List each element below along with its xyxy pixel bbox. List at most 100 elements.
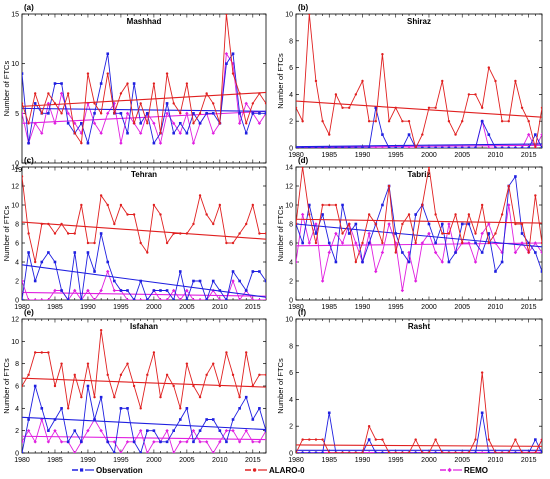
y-tick-label: 2	[289, 119, 293, 126]
y-tick-label: 10	[11, 203, 19, 210]
data-point-remo	[26, 298, 31, 300]
data-point-alaro	[185, 82, 189, 85]
data-point-alaro	[126, 362, 129, 365]
x-tick-label: 1980	[288, 457, 304, 464]
data-point-remo	[53, 121, 57, 125]
x-tick-label: 1980	[288, 304, 304, 311]
data-point-alaro	[119, 373, 123, 377]
data-point-alaro	[238, 232, 241, 235]
data-point-remo	[218, 298, 222, 300]
y-tick-label: 14	[11, 165, 19, 172]
data-point-remo	[46, 440, 51, 444]
data-point-alaro	[152, 203, 156, 207]
data-point-alaro	[308, 213, 311, 216]
data-point-alaro	[258, 92, 261, 95]
x-tick-label: 1985	[321, 304, 337, 311]
data-point-remo	[533, 241, 538, 245]
data-point-observation	[192, 112, 195, 115]
data-point-alaro	[40, 222, 43, 226]
data-point-alaro	[461, 451, 464, 453]
x-tick-label: 1985	[321, 152, 337, 159]
data-point-alaro	[421, 451, 424, 453]
data-point-observation	[139, 121, 143, 125]
data-point-alaro	[80, 203, 83, 207]
x-tick-label: 2015	[245, 304, 261, 311]
y-tick-label: 8	[15, 361, 19, 368]
panel-label: (a)	[24, 3, 34, 12]
data-point-observation	[66, 121, 70, 125]
data-point-alaro	[146, 122, 149, 125]
data-point-observation	[192, 440, 195, 444]
data-point-alaro	[500, 451, 504, 453]
series-line-observation	[22, 52, 266, 145]
data-point-remo	[257, 440, 262, 444]
data-point-remo	[92, 298, 97, 300]
data-point-alaro	[231, 373, 235, 377]
data-point-remo	[467, 241, 471, 245]
data-point-remo	[99, 131, 103, 135]
data-point-remo	[40, 298, 44, 300]
data-point-remo	[251, 298, 255, 300]
data-point-remo	[112, 101, 117, 106]
panel-title: Mashhad	[127, 17, 162, 26]
data-point-remo	[185, 440, 189, 444]
data-point-alaro	[73, 232, 76, 235]
data-point-alaro	[454, 133, 457, 136]
plot-frame	[21, 13, 267, 164]
data-point-observation	[211, 112, 215, 115]
data-point-alaro	[540, 106, 542, 109]
data-point-observation	[198, 121, 202, 125]
data-point-observation	[414, 451, 417, 453]
data-point-alaro	[494, 232, 497, 235]
data-point-observation	[159, 289, 162, 292]
x-tick-label: 2005	[454, 304, 470, 311]
data-point-alaro	[527, 120, 530, 123]
y-axis-label: Number of FTCs	[2, 61, 11, 117]
data-point-alaro	[540, 241, 542, 245]
y-tick-label: 12	[285, 184, 293, 191]
y-tick-label: 0	[289, 451, 293, 458]
y-tick-label: 0	[289, 298, 293, 305]
x-tick-label: 2010	[212, 457, 228, 464]
data-point-remo	[145, 451, 149, 453]
x-tick-label: 2015	[245, 457, 261, 464]
data-point-alaro	[474, 438, 477, 441]
data-point-observation	[454, 146, 457, 148]
data-point-alaro	[198, 395, 202, 399]
x-tick-label: 2015	[521, 152, 537, 159]
data-point-alaro	[407, 120, 411, 123]
data-point-observation	[93, 112, 96, 115]
data-point-observation	[434, 146, 437, 148]
data-point-remo	[394, 241, 398, 245]
data-point-alaro	[33, 260, 37, 264]
data-point-alaro	[461, 241, 464, 245]
data-point-observation	[440, 146, 444, 148]
data-point-remo	[86, 101, 90, 106]
data-point-observation	[145, 112, 149, 115]
data-point-remo	[480, 231, 484, 236]
data-point-observation	[487, 232, 491, 235]
trend-line-observation	[22, 264, 266, 298]
data-point-observation	[527, 241, 531, 245]
data-point-remo	[178, 440, 182, 444]
data-point-alaro	[454, 451, 457, 453]
data-point-alaro	[86, 362, 90, 365]
data-point-observation	[314, 232, 318, 235]
trend-line-remo	[22, 435, 266, 441]
data-point-alaro	[172, 384, 175, 388]
data-point-alaro	[33, 351, 37, 354]
data-point-observation	[93, 270, 96, 273]
data-point-alaro	[441, 451, 444, 453]
data-point-observation	[407, 133, 411, 136]
y-tick-label: 0	[15, 451, 19, 458]
data-point-alaro	[500, 213, 504, 216]
data-point-remo	[139, 131, 143, 135]
data-point-alaro	[354, 93, 358, 96]
trend-line-observation	[296, 143, 542, 148]
data-point-observation	[40, 407, 44, 410]
data-point-remo	[327, 250, 331, 255]
data-point-observation	[205, 298, 208, 300]
y-tick-label: 6	[289, 241, 293, 248]
trend-line-remo	[22, 110, 266, 124]
data-point-remo	[224, 428, 229, 433]
